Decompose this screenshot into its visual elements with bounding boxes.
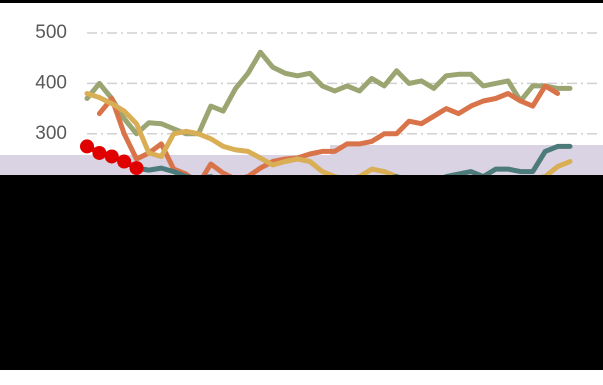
y-tick-label: 400	[35, 72, 67, 93]
series-marker	[117, 154, 132, 169]
y-tick-label: 500	[35, 22, 67, 43]
series-marker	[129, 161, 144, 176]
series-marker	[80, 139, 94, 154]
series-marker	[104, 149, 119, 164]
series-line	[84, 49, 573, 137]
top-border	[0, 0, 603, 3]
redaction-overlay	[0, 175, 603, 370]
y-tick-label: 300	[35, 123, 67, 144]
series-marker	[92, 145, 107, 160]
